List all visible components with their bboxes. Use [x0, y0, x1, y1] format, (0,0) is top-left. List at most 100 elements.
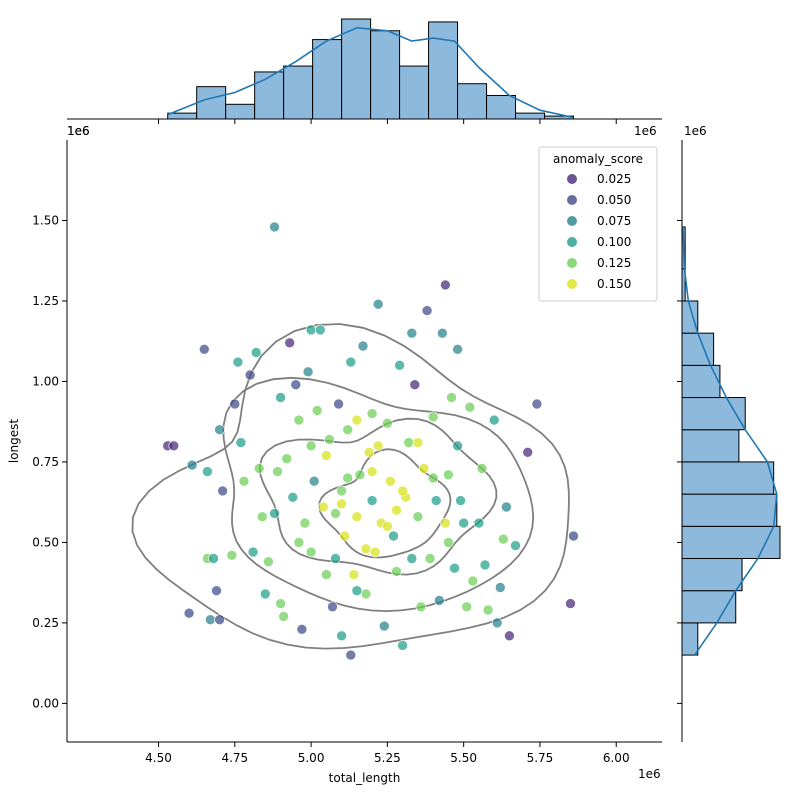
scatter-point	[308, 475, 320, 487]
right-hist-offset-label: 1e6	[684, 124, 707, 138]
scatter-point	[458, 517, 470, 529]
right-hist-bar	[681, 397, 746, 431]
scatter-point	[397, 640, 408, 651]
scatter-point	[360, 588, 372, 600]
scatter-point	[391, 504, 402, 516]
scatter-point	[275, 392, 286, 403]
scatter-point	[226, 549, 238, 561]
y-tick-label: 0.50	[32, 535, 59, 549]
scatter-point	[269, 508, 280, 519]
scatter-point	[278, 611, 289, 622]
scatter-point	[330, 553, 341, 564]
scatter-point	[415, 601, 427, 613]
legend-entry-label: 0.125	[597, 256, 631, 270]
scatter-point	[351, 585, 363, 597]
scatter-point	[336, 630, 347, 642]
legend-entry-label: 0.075	[597, 214, 631, 228]
scatter-point	[217, 485, 228, 497]
scatter-point	[211, 585, 222, 597]
scatter-point	[421, 305, 433, 316]
right-hist-bar	[681, 622, 699, 656]
scatter-point	[424, 553, 436, 564]
scatter-point	[391, 566, 402, 577]
right-hist-bar	[681, 558, 743, 592]
scatter-point	[351, 511, 363, 523]
scatter-point	[372, 440, 384, 452]
top-hist-offset-label: 1e6	[67, 124, 90, 138]
x-tick-label: 4.75	[221, 751, 248, 765]
scatter-point	[531, 398, 543, 410]
legend-marker	[567, 195, 577, 205]
scatter-point	[275, 598, 286, 609]
y-tick-label: 1.25	[32, 294, 59, 308]
right-marginal-histogram: 1e6	[677, 124, 781, 742]
scatter-point	[345, 649, 357, 661]
scatter-point	[202, 466, 213, 477]
scatter-point	[504, 630, 515, 642]
scatter-point	[354, 469, 366, 481]
y-tick-label: 0.00	[32, 696, 59, 710]
scatter-point	[440, 279, 451, 291]
y-offset-label: 1e6	[67, 124, 90, 138]
scatter-point	[324, 434, 335, 445]
scatter-point	[473, 517, 485, 529]
scatter-point	[412, 437, 424, 448]
scatter-point	[452, 343, 463, 355]
scatter-point	[360, 543, 372, 555]
top-hist-bar	[370, 30, 401, 120]
scatter-point	[281, 453, 293, 465]
scatter-point	[433, 595, 445, 606]
scatter-point	[302, 366, 314, 378]
x-tick-label: 4.50	[145, 751, 172, 765]
scatter-point	[256, 511, 268, 523]
scatter-point	[427, 411, 439, 423]
scatter-point	[501, 501, 512, 513]
scatter-point	[357, 340, 369, 352]
legend-title: anomaly_score	[553, 152, 643, 166]
scatter-point	[455, 495, 466, 506]
scatter-point	[229, 398, 241, 410]
scatter-point	[214, 424, 225, 436]
scatter-point	[311, 405, 323, 416]
scatter-point	[568, 530, 579, 542]
x-tick-label: 5.75	[527, 751, 554, 765]
scatter-point	[259, 588, 271, 600]
scatter-point	[183, 607, 195, 619]
scatter-point	[443, 469, 454, 481]
scatter-point	[412, 511, 424, 523]
scatter-point	[327, 601, 338, 613]
scatter-point	[253, 463, 265, 474]
legend-entry-label: 0.150	[597, 277, 631, 291]
x-tick-label: 5.00	[298, 751, 325, 765]
scatter-point	[296, 623, 308, 635]
scatter-point	[366, 408, 378, 419]
scatter-point	[403, 437, 415, 448]
scatter-point	[269, 221, 280, 233]
top-hist-bar	[486, 94, 517, 120]
scatter-point	[293, 414, 305, 426]
scatter-point	[467, 575, 479, 587]
scatter-point	[186, 459, 198, 471]
right-hist-bar	[681, 493, 778, 527]
x-tick-label: 5.50	[450, 751, 477, 765]
legend-marker	[567, 174, 577, 184]
kde-contours	[131, 323, 570, 650]
legend-entry-label: 0.025	[597, 172, 631, 186]
contour-line	[258, 417, 498, 576]
scatter-point	[305, 440, 317, 452]
top-hist-offset-label-right: 1e6	[634, 124, 657, 138]
scatter-point	[363, 446, 375, 458]
top-hist-bar	[196, 86, 227, 120]
scatter-point	[464, 401, 476, 413]
scatter-point	[382, 520, 393, 532]
scatter-point	[427, 472, 439, 484]
x-axis-label: total_length	[329, 771, 401, 785]
scatter-point	[394, 359, 405, 371]
scatter-point	[339, 530, 351, 542]
top-marginal-histogram: 1e6 1e6	[67, 18, 662, 138]
scatter-point	[333, 398, 344, 410]
scatter-point	[317, 501, 329, 513]
scatter-point	[238, 475, 250, 487]
scatter-point	[205, 614, 216, 626]
scatter-point	[293, 537, 305, 548]
